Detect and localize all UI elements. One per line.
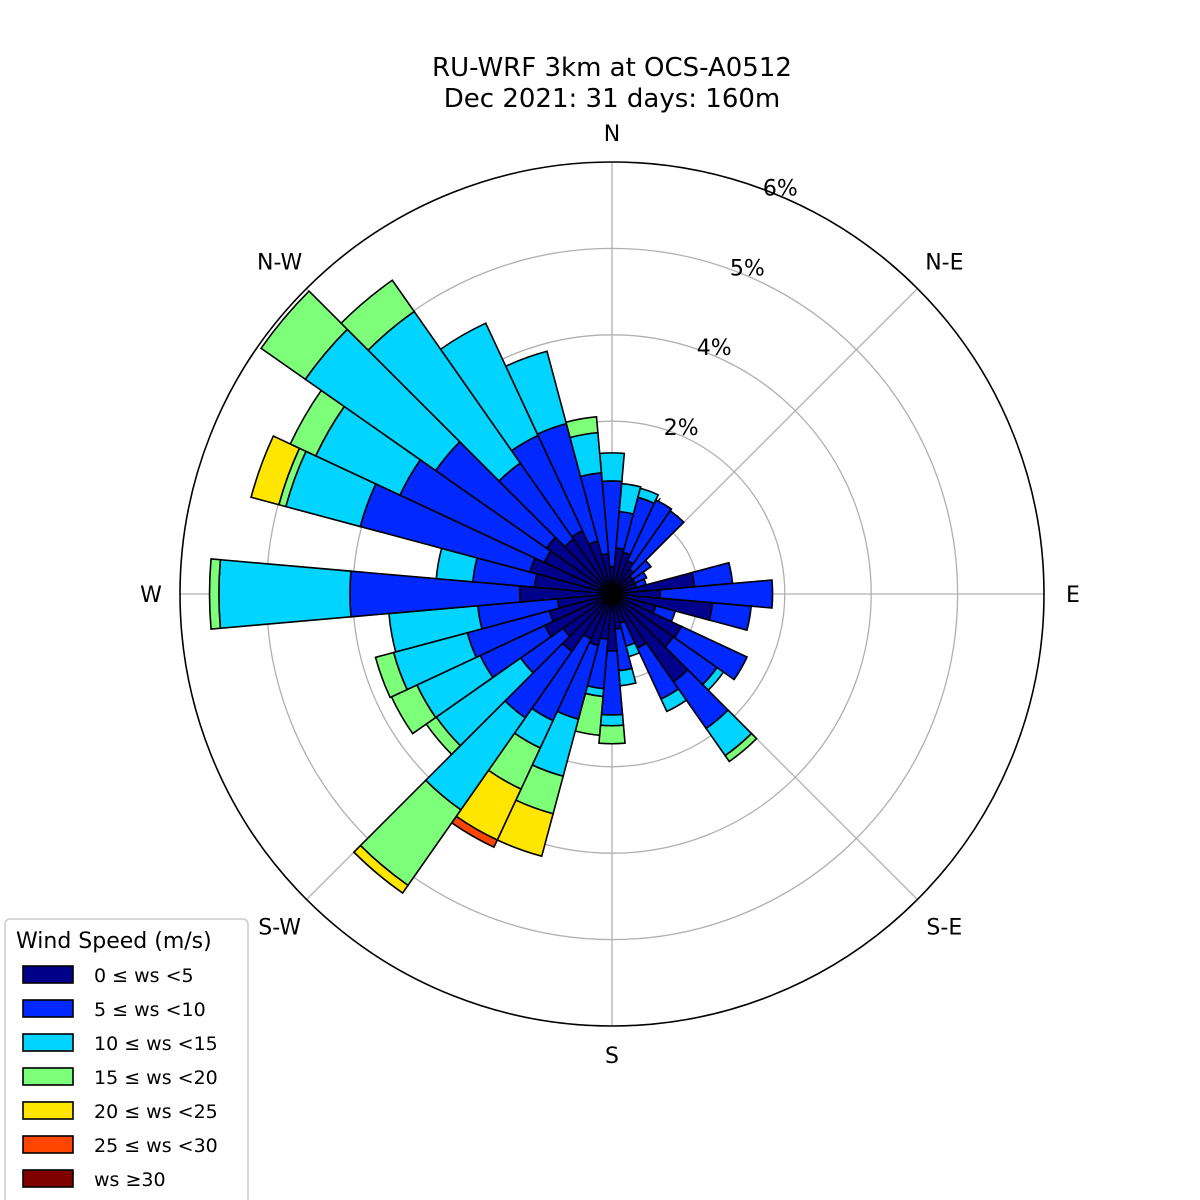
bar-dir-220-bin-4 — [352, 844, 410, 895]
legend-label: ws ≥30 — [94, 1169, 166, 1191]
radial-tick-label: 6% — [763, 176, 798, 201]
legend: Wind Speed (m/s) 0 ≤ ws <5 5 ≤ ws <10 10 ≤… — [4, 918, 249, 1200]
radial-tick-label: 4% — [697, 336, 732, 361]
bar-dir-340-bin-2 — [504, 350, 568, 436]
compass-label: N-E — [925, 251, 963, 276]
bar-dir-140-bin-3 — [724, 732, 758, 763]
legend-swatch — [22, 1033, 74, 1052]
bar-dir-120-bin-1 — [673, 625, 749, 681]
legend-title: Wind Speed (m/s) — [16, 929, 212, 954]
compass-label: S — [605, 1044, 619, 1069]
bar-dir-50-bin-1 — [628, 559, 653, 581]
legend-label: 5 ≤ ws <10 — [94, 999, 206, 1021]
compass-label: E — [1066, 583, 1080, 608]
compass-label: W — [140, 583, 162, 608]
legend-label: 0 ≤ ws <5 — [94, 965, 194, 987]
bar-dir-0-bin-2 — [598, 452, 626, 483]
bar-dir-330-bin-2 — [439, 322, 540, 452]
legend-label: 25 ≤ ws <30 — [94, 1135, 218, 1157]
chart-subtitle: Dec 2021: 31 days: 160m — [444, 84, 780, 114]
bar-dir-180-bin-3 — [598, 724, 626, 745]
outer-frame — [179, 161, 1045, 1027]
legend-swatch — [22, 1135, 74, 1154]
bar-dir-170-bin-2 — [617, 667, 637, 687]
bars — [208, 279, 774, 895]
bar-dir-310-bin-3 — [259, 289, 349, 381]
legend-label: 10 ≤ ws <15 — [94, 1033, 218, 1055]
legend-swatch — [22, 999, 74, 1018]
compass-label: S-E — [926, 915, 962, 940]
compass-labels: N N-E E S-E S S-W W N-W — [140, 122, 1080, 1069]
bar-dir-90-bin-1 — [659, 579, 774, 609]
bar-dir-30-bin-1 — [626, 498, 673, 566]
bar-dir-250-bin-3 — [374, 651, 409, 699]
legend-label: 20 ≤ ws <25 — [94, 1101, 218, 1123]
compass-label: S-W — [258, 915, 301, 940]
bar-dir-350-bin-3 — [564, 415, 599, 439]
legend-frame — [4, 918, 249, 1200]
bar-dir-40-bin-1 — [628, 509, 685, 574]
legend-swatch — [22, 965, 74, 984]
legend-label: 15 ≤ ws <20 — [94, 1067, 218, 1089]
bar-dir-150-bin-2 — [659, 687, 688, 713]
legend-swatch — [22, 1067, 74, 1086]
chart-title: RU-WRF 3km at OCS-A0512 — [432, 53, 792, 83]
compass-label: N — [604, 122, 620, 147]
bar-dir-20-bin-2 — [636, 487, 660, 505]
legend-swatch — [22, 1169, 74, 1188]
bar-dir-270-bin-2 — [218, 558, 352, 630]
radial-tick-label: 2% — [664, 416, 699, 441]
bar-dir-270-bin-3 — [208, 558, 222, 630]
bar-dir-180-bin-2 — [599, 713, 625, 727]
bar-dir-60-bin-1 — [631, 570, 648, 585]
legend-items: 0 ≤ ws <5 5 ≤ ws <10 10 ≤ ws <15 15 ≤ ws <2… — [22, 965, 218, 1191]
radial-tick-label: 5% — [730, 256, 765, 281]
bar-dir-290-bin-4 — [250, 435, 301, 506]
bar-dir-100-bin-1 — [708, 601, 753, 632]
legend-swatch — [22, 1101, 74, 1120]
compass-label: N-W — [257, 251, 303, 276]
bar-dir-320-bin-3 — [340, 279, 416, 352]
